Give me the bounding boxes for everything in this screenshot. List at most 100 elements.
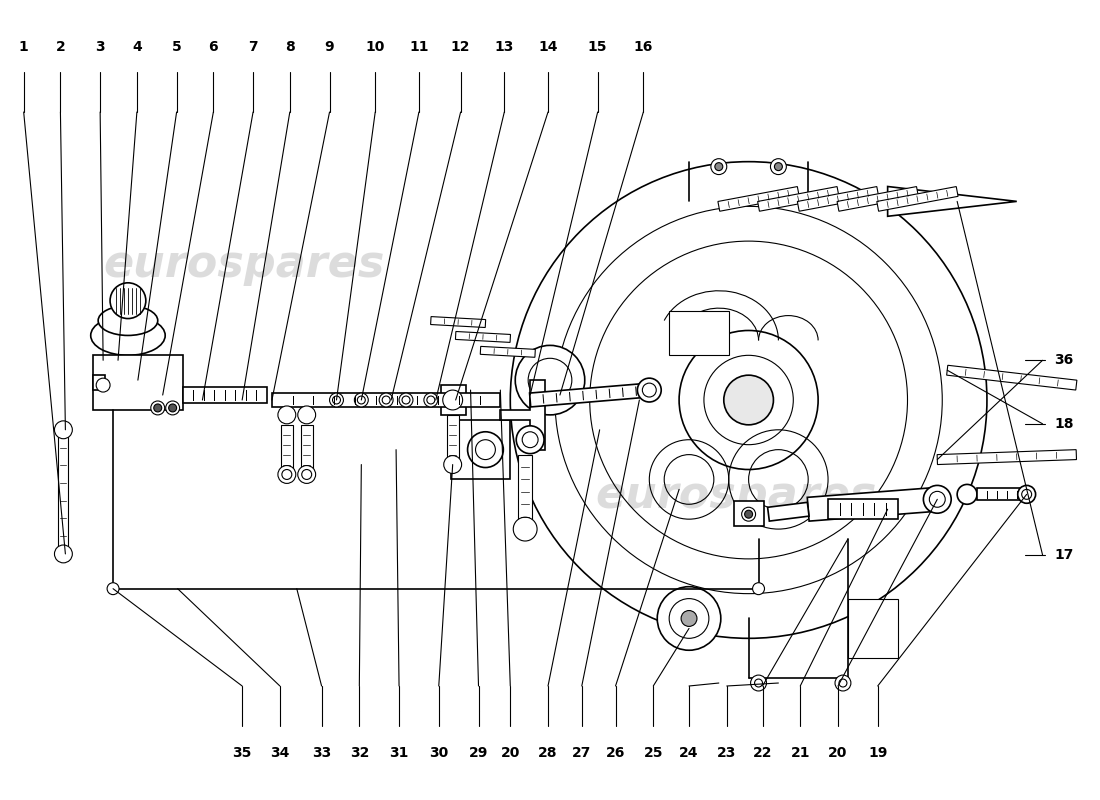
Text: 10: 10 (365, 41, 385, 54)
Text: eurospares: eurospares (103, 243, 385, 286)
Polygon shape (447, 415, 459, 465)
Circle shape (515, 346, 585, 415)
Text: 6: 6 (209, 41, 218, 54)
Text: 33: 33 (312, 746, 331, 759)
Circle shape (110, 283, 146, 318)
Polygon shape (837, 186, 918, 211)
Circle shape (424, 393, 438, 407)
Polygon shape (888, 186, 1016, 216)
Circle shape (669, 598, 708, 638)
Polygon shape (768, 502, 810, 521)
Bar (734, 502, 763, 526)
Text: 36: 36 (1055, 354, 1074, 367)
Text: 16: 16 (634, 41, 653, 54)
Circle shape (354, 393, 368, 407)
Circle shape (514, 517, 537, 541)
Text: eurospares: eurospares (595, 474, 877, 517)
Polygon shape (455, 331, 510, 342)
Text: 2: 2 (55, 41, 65, 54)
Text: 8: 8 (285, 41, 295, 54)
Circle shape (154, 404, 162, 412)
Circle shape (358, 396, 365, 404)
Circle shape (1022, 490, 1032, 499)
Text: 29: 29 (469, 746, 488, 759)
Bar (669, 310, 728, 355)
Polygon shape (848, 598, 898, 658)
Circle shape (298, 406, 316, 424)
Polygon shape (451, 420, 510, 479)
Text: 22: 22 (752, 746, 772, 759)
Circle shape (168, 404, 177, 412)
Polygon shape (529, 383, 650, 407)
Polygon shape (718, 186, 800, 211)
Text: 34: 34 (271, 746, 289, 759)
Ellipse shape (98, 306, 157, 335)
Polygon shape (798, 186, 879, 211)
Bar (441, 385, 465, 415)
Circle shape (923, 486, 952, 514)
Circle shape (399, 393, 412, 407)
Text: 20: 20 (500, 746, 520, 759)
Polygon shape (183, 387, 267, 403)
Text: 7: 7 (249, 41, 257, 54)
Circle shape (711, 158, 727, 174)
Circle shape (443, 456, 462, 474)
Text: 15: 15 (587, 41, 607, 54)
Circle shape (770, 158, 786, 174)
Ellipse shape (90, 315, 165, 355)
Bar (94, 375, 106, 390)
Circle shape (755, 679, 762, 687)
Circle shape (774, 162, 782, 170)
Circle shape (330, 393, 343, 407)
Text: 4: 4 (132, 41, 142, 54)
Polygon shape (518, 454, 532, 529)
Text: 19: 19 (868, 746, 888, 759)
Circle shape (55, 421, 73, 438)
Circle shape (750, 675, 767, 691)
Circle shape (151, 401, 165, 415)
Circle shape (382, 396, 390, 404)
Polygon shape (807, 487, 938, 521)
Circle shape (658, 586, 720, 650)
Circle shape (1018, 486, 1035, 503)
Circle shape (642, 383, 657, 397)
Circle shape (745, 510, 752, 518)
Polygon shape (947, 366, 1077, 390)
Text: 17: 17 (1055, 548, 1074, 562)
Text: 27: 27 (572, 746, 592, 759)
Text: 5: 5 (172, 41, 182, 54)
Circle shape (835, 675, 851, 691)
Circle shape (468, 432, 504, 467)
Text: 20: 20 (828, 746, 848, 759)
Text: 25: 25 (644, 746, 663, 759)
Circle shape (282, 470, 292, 479)
Polygon shape (272, 393, 500, 407)
Polygon shape (758, 186, 839, 211)
Text: 31: 31 (389, 746, 409, 759)
Circle shape (528, 358, 572, 402)
Circle shape (301, 470, 311, 479)
Text: 11: 11 (409, 41, 429, 54)
Circle shape (96, 378, 110, 392)
Text: 35: 35 (232, 746, 252, 759)
Polygon shape (977, 488, 1026, 500)
Circle shape (55, 545, 73, 563)
Polygon shape (828, 499, 898, 519)
Circle shape (107, 582, 119, 594)
Circle shape (332, 396, 341, 404)
Polygon shape (58, 430, 68, 554)
Circle shape (427, 396, 434, 404)
Text: 21: 21 (791, 746, 810, 759)
Circle shape (752, 582, 764, 594)
Polygon shape (430, 317, 486, 327)
Text: 24: 24 (680, 746, 698, 759)
Circle shape (681, 610, 697, 626)
Circle shape (715, 162, 723, 170)
Text: 18: 18 (1055, 417, 1074, 431)
Text: 26: 26 (606, 746, 625, 759)
Text: 3: 3 (96, 41, 104, 54)
Text: 23: 23 (717, 746, 737, 759)
Text: 1: 1 (19, 41, 29, 54)
Polygon shape (300, 425, 312, 474)
Polygon shape (280, 425, 293, 474)
